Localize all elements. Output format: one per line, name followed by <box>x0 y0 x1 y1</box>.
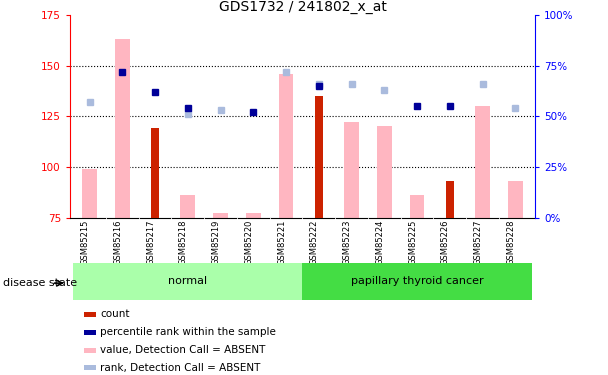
Bar <box>82 169 97 217</box>
Bar <box>84 312 95 317</box>
Text: GSM85224: GSM85224 <box>375 220 384 265</box>
Bar <box>115 39 130 218</box>
Bar <box>84 348 95 352</box>
Bar <box>73 262 302 300</box>
Bar <box>213 213 228 217</box>
Text: GSM85220: GSM85220 <box>244 220 254 265</box>
Text: GSM85227: GSM85227 <box>474 220 483 265</box>
Title: GDS1732 / 241802_x_at: GDS1732 / 241802_x_at <box>218 0 387 14</box>
Text: GSM85226: GSM85226 <box>441 220 450 265</box>
Bar <box>377 126 392 218</box>
Text: GSM85216: GSM85216 <box>113 220 122 265</box>
Text: disease state: disease state <box>3 278 77 288</box>
Bar <box>84 330 95 335</box>
Text: GSM85215: GSM85215 <box>81 220 89 265</box>
Text: GSM85223: GSM85223 <box>343 220 351 265</box>
Text: value, Detection Call = ABSENT: value, Detection Call = ABSENT <box>100 345 266 355</box>
Bar <box>475 106 490 218</box>
Text: rank, Detection Call = ABSENT: rank, Detection Call = ABSENT <box>100 363 260 373</box>
Bar <box>84 365 95 370</box>
Bar <box>446 181 454 218</box>
Text: GSM85228: GSM85228 <box>506 220 516 265</box>
Text: count: count <box>100 309 130 320</box>
Text: GSM85221: GSM85221 <box>277 220 286 265</box>
Text: percentile rank within the sample: percentile rank within the sample <box>100 327 276 337</box>
Bar <box>302 262 532 300</box>
Bar <box>246 213 261 217</box>
Bar <box>181 195 195 217</box>
Bar <box>344 122 359 218</box>
Text: GSM85218: GSM85218 <box>179 220 188 265</box>
Text: GSM85222: GSM85222 <box>310 220 319 265</box>
Text: GSM85219: GSM85219 <box>212 220 221 265</box>
Text: GSM85225: GSM85225 <box>408 220 417 265</box>
Text: normal: normal <box>168 276 207 286</box>
Bar <box>315 96 322 218</box>
Text: GSM85217: GSM85217 <box>146 220 155 265</box>
Bar <box>508 181 523 218</box>
Text: papillary thyroid cancer: papillary thyroid cancer <box>351 276 483 286</box>
Bar <box>278 74 294 217</box>
Bar <box>151 128 159 217</box>
Bar <box>410 195 424 217</box>
